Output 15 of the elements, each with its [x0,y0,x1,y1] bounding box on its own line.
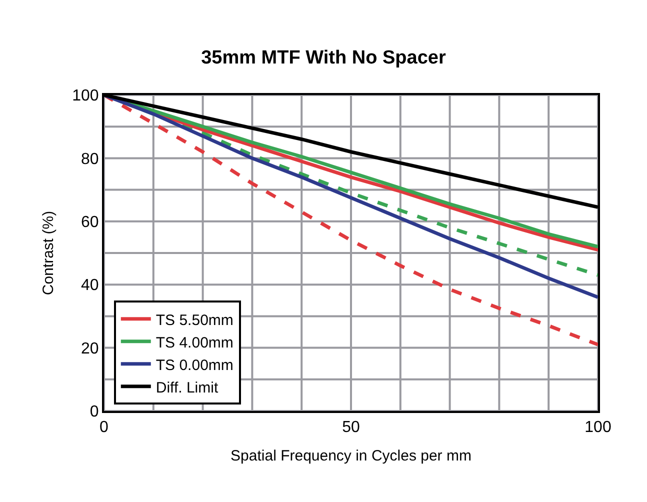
y-tick-label: 100 [72,88,99,105]
y-tick-label: 0 [90,404,99,421]
y-tick-label: 40 [81,277,99,294]
x-axis-title: Spatial Frequency in Cycles per mm [230,448,472,465]
legend-label: TS 5.50mm [156,312,234,329]
legend-label: TS 4.00mm [156,334,234,352]
y-tick-label: 60 [81,214,99,231]
y-tick-label: 20 [81,340,99,358]
x-tick-label: 100 [584,419,612,436]
chart-title: 35mm MTF With No Spacer [201,48,446,68]
legend-label: TS 0.00mm [156,356,234,374]
legend-label: Diff. Limit [156,379,219,396]
y-tick-label: 80 [81,150,99,168]
x-tick-label: 50 [342,419,360,436]
y-axis-title: Contrast (%) [40,210,57,296]
